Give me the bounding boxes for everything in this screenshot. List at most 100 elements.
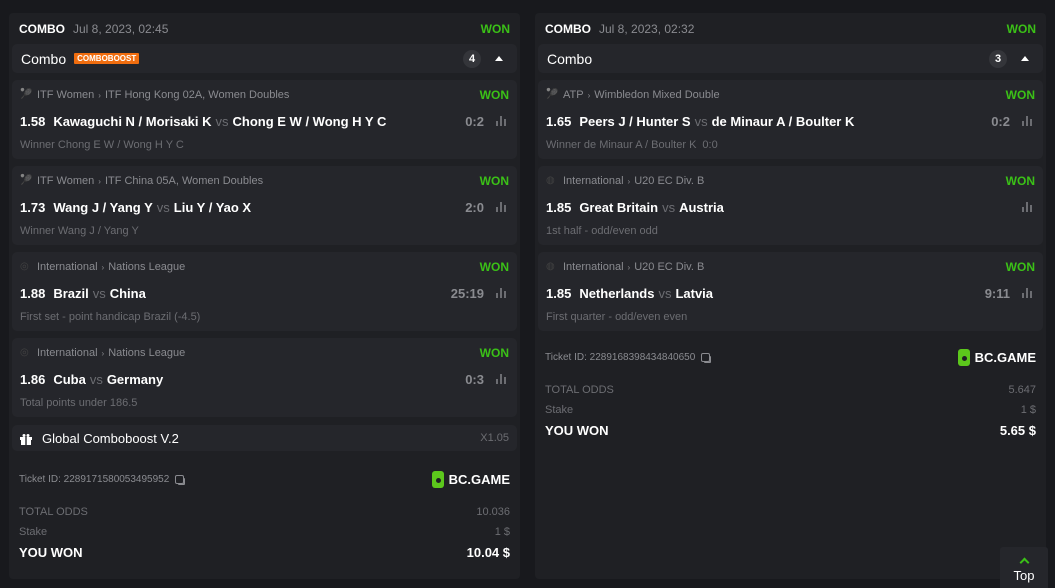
status-badge: WON (480, 21, 510, 36)
stats-icon[interactable] (496, 202, 506, 212)
leg-score: 0:3 (465, 371, 484, 387)
leg-status: WON (479, 88, 509, 102)
stake-row: Stake 1 $ (538, 400, 1043, 420)
caret-up-icon (495, 56, 503, 61)
home-team: Kawaguchi N / Morisaki K (53, 113, 212, 129)
bet-leg[interactable]: 🎾 ITF Women › ITF China 05A, Women Doubles W… (12, 166, 517, 245)
leg-market: First quarter - odd/even even (546, 311, 688, 323)
tennis-icon: 🎾 (20, 89, 33, 100)
bet-type: COMBO (19, 21, 65, 36)
combo-label: Combo (21, 50, 67, 67)
separator-icon: › (627, 262, 631, 272)
gift-icon (20, 433, 32, 445)
leg-odds: 1.65 (546, 113, 572, 129)
leg-status: WON (1005, 260, 1035, 274)
stats-icon[interactable] (1022, 116, 1032, 126)
separator-icon: › (101, 262, 105, 272)
away-team: Austria (679, 199, 724, 215)
bet-leg[interactable]: ◍ International › U20 EC Div. B WON 1.85 Grea… (538, 166, 1043, 245)
comboboost-row: Global Comboboost V.2 X1.05 (12, 425, 517, 451)
total-odds-row: TOTAL ODDS 5.647 (538, 380, 1043, 400)
leg-score: 25:19 (450, 285, 484, 301)
basketball-icon: ◍ (546, 261, 555, 272)
stats-icon[interactable] (496, 288, 506, 298)
bet-leg[interactable]: ◎ International › Nations League WON 1.88 Bra… (12, 252, 517, 331)
stake-value: 1 $ (494, 526, 510, 538)
payout-value: 10.04 $ (466, 544, 510, 560)
chevron-up-icon (1019, 557, 1029, 568)
bet-date: Jul 8, 2023, 02:45 (73, 21, 169, 36)
leg-score: 9:11 (984, 285, 1010, 301)
leg-market: Winner Chong E W / Wong H Y C (20, 139, 184, 151)
separator-icon: › (587, 90, 591, 100)
bc-game-logo-icon (957, 349, 970, 366)
ticket-id-row: Ticket ID: 2289168398434840650 BC.GAME (538, 349, 1043, 366)
leg-tournament: U20 EC Div. B (634, 261, 705, 273)
brand-name: BC.GAME (974, 350, 1036, 365)
vs-label: vs (658, 285, 672, 301)
leg-status: WON (479, 174, 509, 188)
copy-icon[interactable] (701, 353, 711, 362)
total-odds-label: TOTAL ODDS (545, 384, 614, 396)
leg-category: International (37, 347, 98, 359)
separator-icon: › (627, 176, 631, 186)
stake-row: Stake 1 $ (12, 522, 517, 542)
leg-odds: 1.73 (20, 199, 46, 215)
away-team: de Minaur A / Boulter K (711, 113, 855, 129)
bet-leg[interactable]: ◎ International › Nations League WON 1.86 Cub… (12, 338, 517, 417)
status-badge: WON (1006, 21, 1036, 36)
leg-score: 2:0 (465, 199, 484, 215)
combo-toggle[interactable]: Combo COMBOBOOST 4 (12, 44, 517, 73)
bet-leg[interactable]: 🎾 ATP › Wimbledon Mixed Double WON 1.65 Peers… (538, 80, 1043, 159)
leg-odds: 1.86 (20, 371, 46, 387)
scroll-top-button[interactable]: Top (1000, 547, 1048, 588)
brand-logo: BC.GAME (431, 471, 510, 488)
bet-date: Jul 8, 2023, 02:32 (599, 21, 695, 36)
vs-label: vs (215, 113, 229, 129)
caret-up-icon (1021, 56, 1029, 61)
basketball-icon: ◍ (546, 175, 555, 186)
leg-tournament: ITF China 05A, Women Doubles (104, 175, 264, 187)
boost-multiplier: X1.05 (480, 432, 509, 444)
vs-label: vs (694, 113, 708, 129)
ticket-header: COMBO Jul 8, 2023, 02:45 WON (12, 13, 517, 44)
stats-icon[interactable] (1022, 202, 1032, 212)
leg-category: International (563, 261, 624, 273)
leg-market: Winner Wang J / Yang Y (20, 225, 139, 237)
stats-icon[interactable] (496, 116, 506, 126)
leg-category: ATP (563, 89, 584, 101)
vs-label: vs (92, 285, 106, 301)
payout-row: YOU WON 10.04 $ (12, 542, 517, 562)
bet-leg[interactable]: ◍ International › U20 EC Div. B WON 1.85 Neth… (538, 252, 1043, 331)
bet-type: COMBO (545, 21, 591, 36)
vs-label: vs (156, 199, 170, 215)
stats-icon[interactable] (496, 374, 506, 384)
leg-tournament: ITF Hong Kong 02A, Women Doubles (104, 89, 290, 101)
copy-icon[interactable] (175, 475, 185, 484)
total-odds-label: TOTAL ODDS (19, 506, 88, 518)
home-team: Netherlands (579, 285, 655, 301)
combo-toggle[interactable]: Combo 3 (538, 44, 1043, 73)
leg-count: 4 (463, 49, 481, 68)
leg-market: Winner de Minaur A / Boulter K (546, 139, 697, 151)
leg-count: 3 (989, 49, 1007, 68)
leg-category: ITF Women (37, 175, 95, 187)
stats-icon[interactable] (1022, 288, 1032, 298)
home-team: Cuba (53, 371, 86, 387)
tennis-icon: 🎾 (20, 175, 33, 186)
leg-status: WON (479, 346, 509, 360)
leg-category: ITF Women (37, 89, 95, 101)
bc-game-logo-icon (431, 471, 444, 488)
leg-extra-score: 0:0 (702, 139, 718, 151)
payout-row: YOU WON 5.65 $ (538, 420, 1043, 440)
leg-tournament: Nations League (108, 347, 186, 359)
volleyball-icon: ◎ (20, 261, 29, 272)
bet-ticket: COMBO Jul 8, 2023, 02:32 WON Combo 3 🎾 ATP › W… (535, 13, 1046, 579)
bet-leg[interactable]: 🎾 ITF Women › ITF Hong Kong 02A, Women Doub… (12, 80, 517, 159)
stake-label: Stake (19, 526, 48, 538)
away-team: Chong E W / Wong H Y C (232, 113, 387, 129)
away-team: Germany (106, 371, 164, 387)
home-team: Brazil (53, 285, 89, 301)
away-team: Liu Y / Yao X (173, 199, 252, 215)
leg-tournament: Nations League (108, 261, 186, 273)
